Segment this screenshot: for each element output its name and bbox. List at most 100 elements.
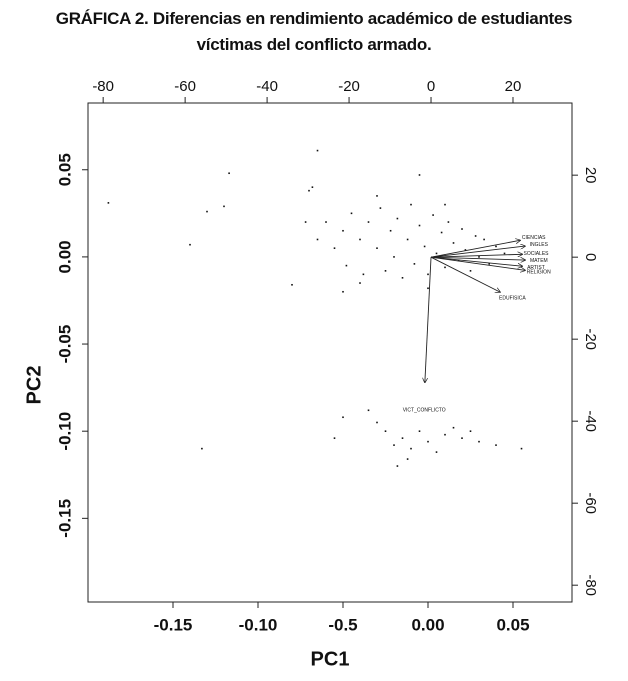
point [474, 235, 477, 237]
point [396, 217, 399, 220]
point [427, 287, 429, 290]
point [359, 238, 361, 241]
x-tick-label: -0.10 [239, 615, 278, 634]
point [333, 437, 336, 439]
point [478, 256, 480, 258]
point [452, 242, 455, 244]
arrow-label: INGLES [530, 242, 549, 248]
point [432, 214, 434, 216]
point [461, 228, 463, 230]
point [483, 238, 485, 241]
point [367, 409, 370, 412]
x-axis-label: PC1 [311, 648, 350, 670]
x2-tick-label: -60 [174, 78, 196, 95]
point [469, 270, 472, 272]
point [367, 221, 370, 223]
point [457, 259, 460, 262]
point [413, 263, 416, 265]
point [376, 195, 378, 197]
y-tick-label: 0.00 [55, 240, 74, 273]
y2-tick-label: 20 [582, 167, 599, 184]
x-tick-label: -0.15 [154, 615, 193, 634]
point [406, 238, 409, 241]
point [401, 277, 404, 279]
arrow-label: EDUFISICA [499, 296, 526, 302]
loading-arrow [431, 254, 522, 258]
arrow-label: SOCIALES [523, 251, 549, 257]
y-tick-label: -0.10 [55, 412, 74, 451]
point [384, 430, 387, 432]
point [418, 430, 421, 432]
y2-tick-label: -40 [582, 410, 599, 432]
x2-tick-label: -80 [92, 78, 114, 95]
point [342, 416, 344, 419]
loading-arrow [430, 256, 522, 266]
arrow-label: RELIGION [527, 270, 551, 276]
point [201, 447, 203, 450]
loading-arrow [430, 256, 525, 270]
point [376, 247, 378, 249]
point [389, 229, 392, 232]
point [376, 421, 378, 424]
x2-tick-label: -40 [256, 78, 278, 95]
x2-tick-label: -20 [338, 78, 360, 95]
point [189, 243, 191, 246]
y-tick-label: -0.15 [55, 499, 74, 538]
point [291, 283, 293, 286]
x2-tick-label: 20 [505, 78, 522, 95]
y2-tick-label: 0 [582, 253, 599, 261]
point [223, 205, 225, 208]
point [444, 266, 446, 269]
x-tick-label: 0.00 [411, 615, 444, 634]
point [410, 203, 412, 206]
point [488, 263, 491, 265]
arrow-label: ARTIST [527, 265, 545, 271]
point [410, 447, 412, 450]
point [384, 270, 387, 272]
point [311, 186, 314, 188]
point [325, 221, 327, 223]
point [359, 282, 361, 284]
title-text: Diferencias en rendimiento académico de … [152, 9, 573, 54]
point [435, 451, 438, 453]
x2-tick-label: 0 [427, 78, 435, 95]
point [444, 203, 446, 206]
point [461, 437, 463, 439]
x-tick-label: 0.05 [496, 615, 529, 634]
point [406, 458, 409, 460]
loading-arrow [425, 257, 432, 382]
point [393, 444, 395, 446]
point [228, 172, 230, 175]
point [520, 447, 523, 450]
y2-tick-label: -80 [582, 574, 599, 596]
arrow-label: CIENCIAS [522, 235, 546, 241]
point [393, 256, 395, 258]
point [427, 273, 429, 276]
point [447, 221, 450, 223]
loading-arrow [430, 256, 500, 292]
y-tick-label: -0.05 [55, 325, 74, 364]
point [345, 264, 348, 267]
point [469, 430, 472, 432]
point [342, 229, 344, 232]
point [350, 212, 353, 215]
point [464, 249, 467, 251]
point [440, 231, 443, 234]
point [435, 252, 438, 255]
point [396, 465, 399, 467]
point [495, 444, 497, 446]
point [333, 247, 336, 249]
point [418, 224, 421, 227]
loading-arrow [430, 240, 520, 258]
plot-frame [87, 102, 573, 603]
y2-tick-label: -60 [582, 492, 599, 514]
loading-arrow [431, 256, 525, 260]
point [401, 437, 404, 439]
point [418, 174, 421, 176]
point [316, 149, 319, 152]
point [495, 245, 497, 248]
point [362, 273, 365, 276]
point [444, 433, 446, 436]
